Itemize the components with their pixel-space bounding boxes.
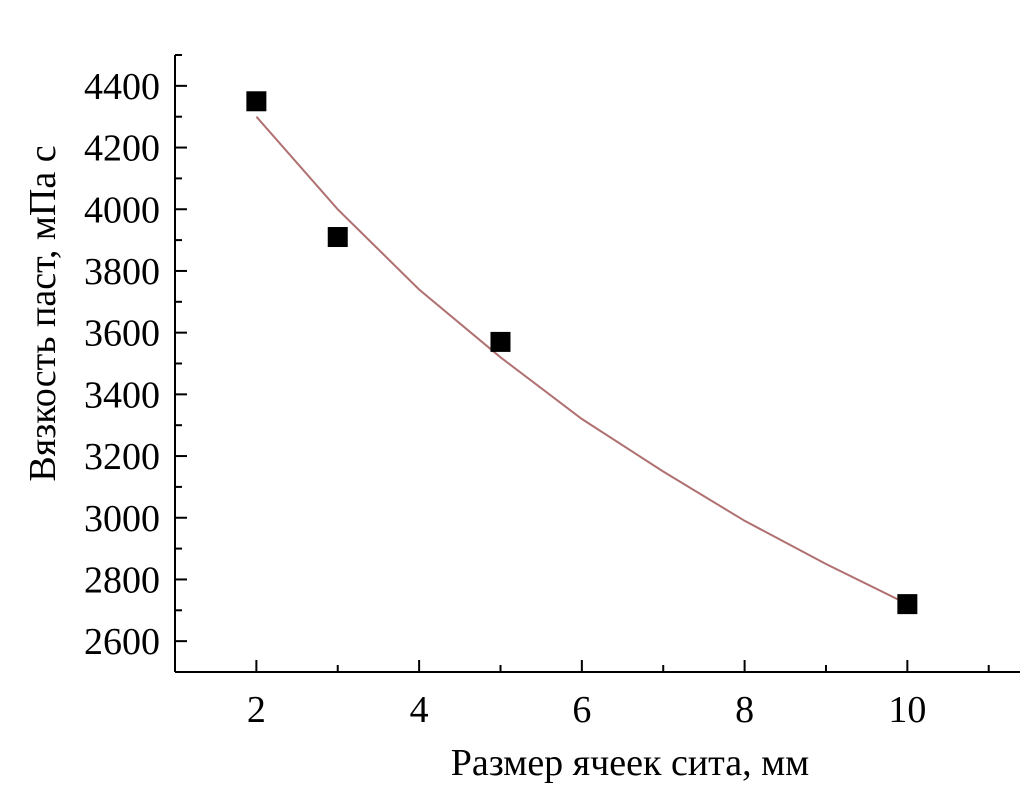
x-axis-title: Размер ячеек сита, мм [451, 742, 809, 784]
axes [174, 55, 1020, 673]
data-point [897, 594, 918, 615]
data-point [327, 227, 348, 248]
y-ticks: 2600 2800 3000 3200 3400 3600 3800 4000 4200 4400 [84, 54, 187, 673]
x-tick-label: 10 [888, 689, 926, 731]
y-tick-label: 4000 [84, 189, 160, 231]
y-tick-label: 3000 [84, 498, 160, 540]
x-tick-label: 6 [572, 689, 591, 731]
y-tick-label: 2600 [84, 621, 160, 663]
data-points [246, 91, 918, 615]
data-point [246, 91, 267, 112]
trend-line [255, 116, 908, 605]
y-tick-label: 4400 [84, 66, 160, 108]
y-tick-label: 3200 [84, 436, 160, 478]
y-tick-label: 3400 [84, 374, 160, 416]
y-tick-label: 2800 [84, 559, 160, 601]
y-tick-label: 3600 [84, 313, 160, 355]
data-point [490, 331, 511, 352]
x-tick-label: 4 [410, 689, 429, 731]
y-tick-label: 3800 [84, 251, 160, 293]
y-axis-title: Вязкость паст, мПа с [22, 145, 64, 481]
x-tick-label: 2 [247, 689, 266, 731]
x-ticks: 2 4 6 8 10 [174, 660, 990, 731]
x-tick-label: 8 [735, 689, 754, 731]
y-tick-label: 4200 [84, 128, 160, 170]
